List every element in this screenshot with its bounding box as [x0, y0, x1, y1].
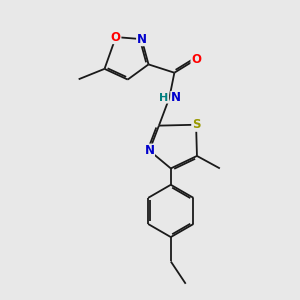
- Text: H: H: [159, 93, 169, 103]
- Text: N: N: [144, 144, 154, 157]
- Text: N: N: [171, 92, 181, 104]
- Text: S: S: [192, 118, 200, 131]
- Text: O: O: [191, 53, 201, 66]
- Text: O: O: [111, 31, 121, 44]
- Text: N: N: [137, 33, 147, 46]
